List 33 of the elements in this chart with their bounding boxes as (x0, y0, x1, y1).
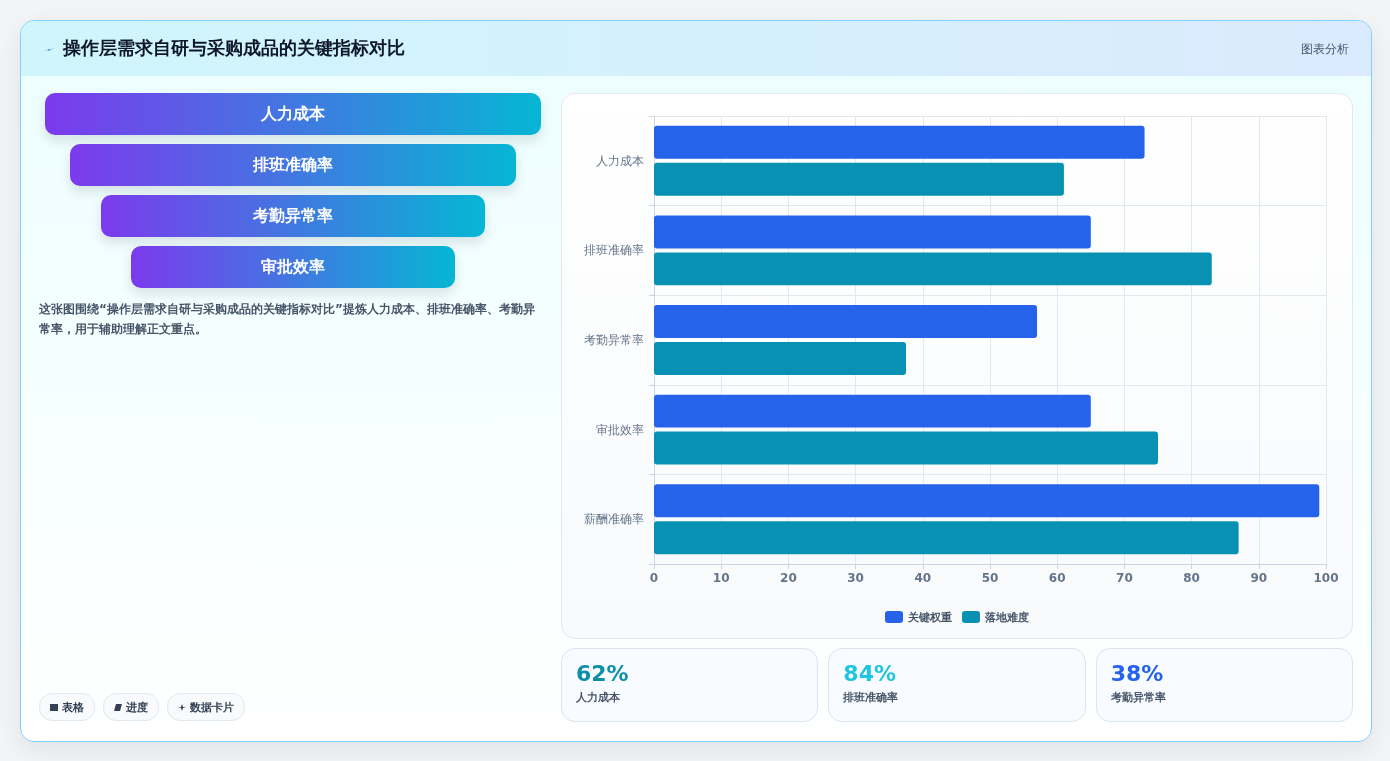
text: 进度 (126, 699, 148, 715)
x-tick-label: 90 (1250, 571, 1268, 585)
text: 操作层需求自研与采购成品的关键指标对比 (63, 36, 405, 60)
x-tick-label: 50 (981, 571, 999, 585)
x-tick-label: 100 (1313, 571, 1339, 585)
x-tick-label: 70 (1116, 571, 1133, 585)
x-tick-label: 80 (1183, 571, 1200, 585)
text: 84% (843, 661, 896, 686)
category-label: 排班准确率 (843, 690, 900, 705)
x-tick-label: 0 (649, 571, 659, 585)
text: 62% (576, 661, 629, 686)
legend-label: 关键权重 (907, 610, 952, 624)
text: 表格 (62, 699, 84, 715)
y-tick-label: 薪酬准确率 (584, 512, 644, 527)
text: 38% (1110, 661, 1164, 686)
text: 数据卡片 (190, 699, 234, 715)
y-tick-label: 排班准确率 (584, 243, 644, 258)
text: 图表分析 (1301, 41, 1349, 58)
y-tick-label: 人力成本 (596, 153, 644, 168)
x-tick-label: 60 (1048, 571, 1066, 585)
legend-label: 落地难度 (984, 610, 1029, 624)
category-label: 考勤异常率 (1110, 690, 1167, 705)
text: 这张图围绕“操作层需求自研与采购成品的关键指标对比”提炼人力成本、排班准确率、考勤异常率，用于辅助理解正文重点。 (39, 301, 536, 338)
category-label: 考勤异常率 (101, 195, 485, 237)
x-tick-label: 30 (847, 571, 864, 585)
x-tick-label: 10 (712, 571, 730, 585)
category-label: 审批效率 (131, 246, 455, 288)
y-tick-label: 审批效率 (596, 422, 644, 437)
y-tick-label: 考勤异常率 (584, 333, 644, 347)
category-label: 人力成本 (45, 93, 541, 135)
category-label: 排班准确率 (70, 144, 516, 186)
x-tick-label: 20 (780, 571, 797, 585)
x-tick-label: 40 (914, 571, 932, 585)
